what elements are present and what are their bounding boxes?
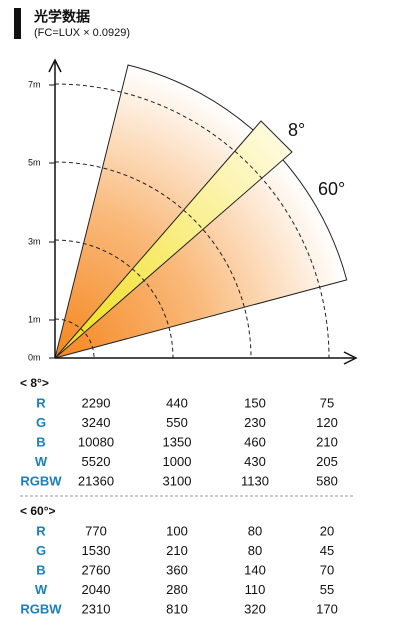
beam-label: 8° — [288, 120, 305, 140]
cell-value: 430 — [244, 454, 266, 469]
distance-arc — [54, 83, 330, 359]
distance-arc — [54, 161, 252, 359]
cell-value: 1000 — [163, 454, 192, 469]
cell-value: 120 — [316, 415, 338, 430]
distance-label: 1m — [28, 314, 41, 324]
beam-diagram: 7m 5m 3m 1m 0m 8° 60° — [28, 58, 358, 365]
cell-value: 3240 — [82, 415, 111, 430]
cell-value: 210 — [316, 434, 338, 449]
row-label: R — [36, 523, 46, 538]
cell-value: 140 — [244, 562, 266, 577]
subtitle: (FC=LUX × 0.0929) — [34, 27, 130, 39]
cell-value: 110 — [245, 582, 266, 597]
cell-value: 55 — [320, 582, 334, 597]
distance-label: 3m — [28, 236, 41, 246]
cell-value: 1530 — [82, 543, 111, 558]
narrow-beam — [54, 120, 293, 359]
cell-value: 440 — [166, 395, 188, 410]
cell-value: 70 — [320, 562, 334, 577]
table-heading: < 8°> — [20, 376, 49, 390]
cell-value: 45 — [320, 543, 334, 558]
cell-value: 100 — [166, 523, 188, 538]
cell-value: 320 — [244, 601, 266, 616]
row-label: B — [36, 562, 45, 577]
cell-value: 75 — [320, 395, 334, 410]
cell-value: 5520 — [82, 454, 111, 469]
beam-label: 60° — [318, 179, 345, 199]
row-label: G — [36, 543, 46, 558]
cell-value: 170 — [316, 601, 338, 616]
distance-label: 0m — [28, 352, 41, 362]
header-bar — [14, 8, 21, 39]
cell-value: 10080 — [78, 434, 114, 449]
cell-value: 80 — [248, 523, 262, 538]
row-label: W — [35, 454, 48, 469]
row-label: RGBW — [20, 601, 62, 616]
row-label: G — [36, 415, 46, 430]
cell-value: 150 — [244, 395, 266, 410]
cell-value: 280 — [166, 582, 188, 597]
cell-value: 580 — [316, 473, 338, 488]
table-heading: < 60°> — [20, 504, 56, 518]
row-label: RGBW — [20, 473, 62, 488]
cell-value: 360 — [166, 562, 188, 577]
y-arrow — [48, 58, 62, 73]
cell-value: 770 — [85, 523, 107, 538]
row-label: R — [36, 395, 46, 410]
cell-value: 230 — [244, 415, 266, 430]
distance-label: 7m — [28, 79, 41, 89]
distance-label: 5m — [28, 157, 41, 167]
title: 光学数据 — [33, 9, 90, 25]
row-label: W — [35, 582, 48, 597]
cell-value: 460 — [244, 434, 266, 449]
cell-value: 2040 — [82, 582, 111, 597]
cell-value: 2310 — [82, 601, 111, 616]
cell-value: 21360 — [78, 473, 114, 488]
cell-value: 550 — [166, 415, 188, 430]
cell-value: 2760 — [82, 562, 111, 577]
cell-value: 810 — [166, 601, 188, 616]
cell-value: 80 — [248, 543, 262, 558]
distance-arc — [54, 239, 174, 359]
cell-value: 20 — [320, 523, 334, 538]
cell-value: 2290 — [82, 395, 111, 410]
cell-value: 1350 — [163, 434, 192, 449]
cell-value: 210 — [166, 543, 188, 558]
cell-value: 3100 — [163, 473, 192, 488]
cell-value: 205 — [316, 454, 338, 469]
row-label: B — [36, 434, 45, 449]
cell-value: 1130 — [241, 473, 269, 488]
distance-arc — [54, 318, 95, 359]
x-arrow — [343, 351, 358, 365]
